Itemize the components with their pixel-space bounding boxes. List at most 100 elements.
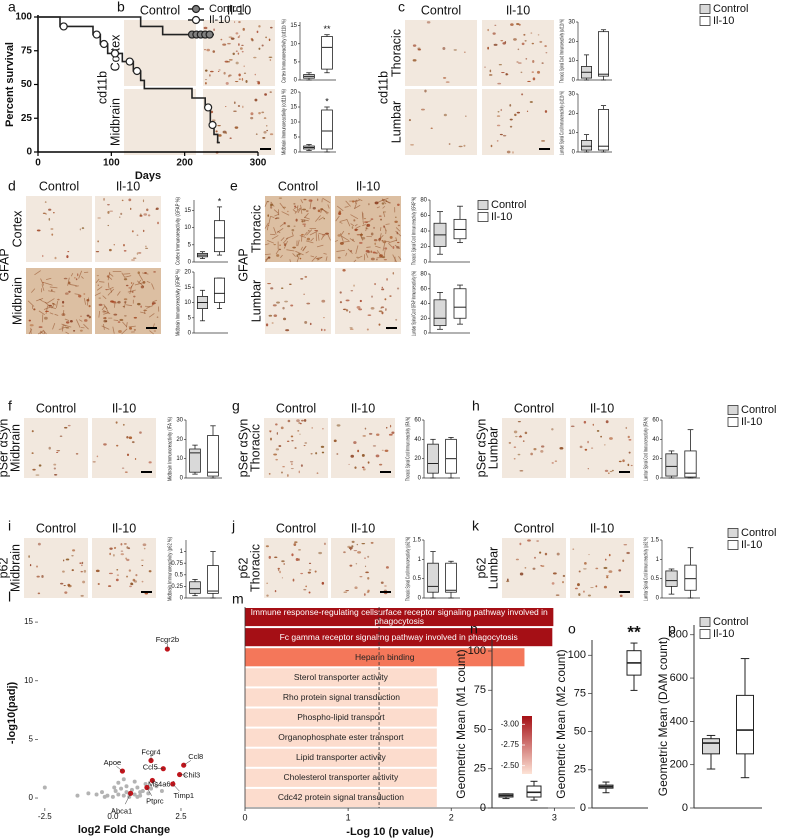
micrograph-cell bbox=[514, 435, 518, 438]
label-leader bbox=[183, 760, 192, 766]
micrograph-fiber bbox=[379, 237, 382, 242]
micrograph-cell bbox=[131, 291, 134, 293]
micrograph-cell bbox=[301, 233, 304, 236]
micrograph-cell bbox=[81, 227, 85, 230]
micrograph-cell bbox=[349, 327, 353, 329]
censor-marker bbox=[59, 22, 68, 31]
micrograph-fiber bbox=[347, 248, 353, 254]
micrograph-cell bbox=[333, 439, 337, 443]
micrograph-cell bbox=[323, 317, 325, 319]
micrograph-cell bbox=[68, 290, 71, 293]
y-tick-label: 800 bbox=[670, 629, 688, 641]
micrograph-fiber bbox=[383, 250, 386, 259]
micrograph-cell bbox=[524, 40, 527, 42]
censor-marker bbox=[132, 66, 142, 76]
micrograph-cell bbox=[608, 553, 611, 557]
micrograph-cell bbox=[574, 587, 578, 590]
micrograph-fiber bbox=[48, 290, 56, 293]
micrograph-cell bbox=[339, 242, 344, 245]
micrograph-cell bbox=[358, 308, 363, 311]
micrograph-cell bbox=[349, 310, 351, 314]
y-tick-label: 0.5 bbox=[651, 576, 660, 582]
micrograph bbox=[92, 538, 156, 598]
micrograph-cell bbox=[295, 218, 298, 222]
point-label: Abca1 bbox=[111, 806, 132, 815]
micrograph-cell bbox=[289, 461, 294, 463]
micrograph-cell bbox=[508, 442, 512, 444]
micrograph-fiber bbox=[300, 204, 303, 214]
point-label: Ccl5 bbox=[143, 763, 158, 772]
point bbox=[132, 779, 137, 784]
micrograph-cell bbox=[351, 540, 355, 543]
survival-line bbox=[38, 16, 214, 36]
micrograph-cell bbox=[509, 125, 513, 128]
y-tick-label: 100 bbox=[468, 645, 486, 657]
category-label: Heparin binding bbox=[354, 651, 415, 662]
micrograph-cell bbox=[125, 557, 128, 560]
y-tick-label: 75 bbox=[574, 687, 586, 699]
significance: * bbox=[218, 196, 222, 206]
micrograph-cell bbox=[351, 226, 354, 230]
micrograph-cell bbox=[45, 213, 47, 215]
marker-label: p62 bbox=[474, 558, 488, 579]
micrograph-fiber bbox=[138, 279, 142, 284]
y-tick-label: 5 bbox=[188, 315, 192, 321]
micrograph-fiber bbox=[122, 321, 128, 327]
micrograph-cell bbox=[572, 548, 575, 550]
micrograph-fiber bbox=[43, 330, 47, 335]
bar bbox=[245, 788, 437, 807]
point bbox=[124, 790, 129, 795]
micrograph-cell bbox=[238, 78, 241, 80]
category-label: Immune response-regulating cellsurface r… bbox=[250, 608, 548, 627]
micrograph-cell bbox=[300, 572, 304, 575]
y-tick-label: 0 bbox=[26, 147, 32, 158]
micrograph-cell bbox=[325, 232, 329, 235]
y-tick-label: 20 bbox=[568, 39, 575, 45]
column-header: Il-10 bbox=[112, 521, 136, 535]
micrograph-cell bbox=[131, 583, 134, 586]
micrograph-cell bbox=[519, 572, 524, 576]
micrograph-cell bbox=[106, 204, 110, 206]
micrograph-cell bbox=[318, 551, 323, 555]
column-header: Il-10 bbox=[227, 3, 251, 17]
micrograph-cell bbox=[126, 575, 129, 578]
micrograph-cell bbox=[78, 294, 82, 298]
micrograph-fiber bbox=[152, 323, 155, 328]
micrograph-cell bbox=[562, 574, 566, 578]
micrograph-fiber bbox=[383, 211, 386, 218]
micrograph-cell bbox=[51, 289, 53, 292]
y-tick-label: 75 bbox=[21, 45, 33, 56]
micrograph-cell bbox=[443, 113, 447, 117]
micrograph-fiber bbox=[271, 235, 279, 240]
point bbox=[102, 794, 107, 799]
point-label: Ms4a6d bbox=[148, 779, 175, 788]
micrograph-cell bbox=[81, 564, 83, 567]
micrograph-cell bbox=[262, 136, 266, 139]
point bbox=[110, 794, 115, 799]
y-tick-label: 50 bbox=[21, 79, 33, 90]
micrograph-cell bbox=[530, 452, 533, 456]
micrograph-cell bbox=[323, 328, 326, 332]
row-label: Lumbar bbox=[486, 427, 500, 469]
micrograph-fiber bbox=[27, 300, 35, 307]
micrograph-fiber bbox=[304, 212, 309, 219]
y-tick-label: 60 bbox=[652, 418, 659, 424]
column-header: Il-10 bbox=[590, 401, 614, 415]
legend-swatch bbox=[699, 629, 711, 639]
y-tick-label: 5 bbox=[294, 59, 298, 65]
micrograph-cell bbox=[267, 214, 269, 217]
micrograph-cell bbox=[123, 298, 128, 301]
micrograph-cell bbox=[269, 133, 274, 136]
micrograph-cell bbox=[342, 268, 346, 272]
y-tick-label: 10 bbox=[568, 58, 575, 64]
micrograph-cell bbox=[250, 37, 254, 41]
micrograph-cell bbox=[338, 210, 342, 213]
micrograph-cell bbox=[72, 549, 76, 552]
micrograph-cell bbox=[141, 565, 144, 567]
micrograph-fiber bbox=[42, 301, 48, 304]
micrograph-cell bbox=[385, 566, 389, 569]
micrograph-cell bbox=[145, 245, 147, 248]
panel-label: p bbox=[668, 621, 676, 637]
micrograph-fiber bbox=[327, 204, 330, 209]
legend-label: Il-10 bbox=[209, 14, 230, 26]
